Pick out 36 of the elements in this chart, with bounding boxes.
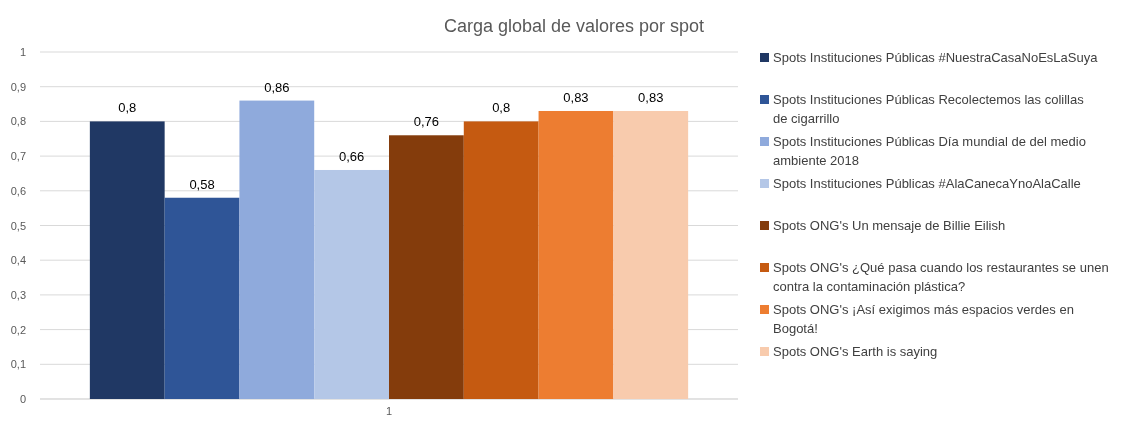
data-label: 0,76 [413,114,440,130]
data-label: 0,66 [338,148,365,164]
y-tick-label: 0,5 [10,219,26,232]
y-tick-label: 0 [19,393,26,405]
y-tick-label: 0,1 [10,358,26,371]
data-label: 0,58 [189,176,215,192]
y-tick-label: 0,7 [10,150,26,163]
legend-label: Spots Instituciones Públicas Recolectemos las colillas de cigarrillo [773,92,1085,126]
legend-label: Spots Instituciones Públicas #AlaCanecaYnoAlaCalle [773,176,1081,191]
y-tick-label: 0,3 [10,288,26,301]
legend-label: Spots ONG's ¡Así exigimos más espacios verdes en Bogotá! [773,302,1074,336]
bar [538,110,614,399]
bar [463,121,539,399]
bar [239,100,315,399]
legend-label: Spots Instituciones Públicas Día mundial de del medio ambiente 2018 [773,134,1086,168]
data-label: 0,83 [638,89,664,105]
y-tick-label: 0,9 [10,80,26,93]
data-label: 0,8 [118,100,137,116]
bar [613,110,689,399]
bar [89,121,165,399]
bar [164,197,240,399]
data-label: 0,8 [492,100,511,116]
y-tick-label: 0,8 [10,115,26,128]
y-tick-label: 0,2 [10,323,26,336]
y-tick-label: 0,4 [10,254,26,267]
data-label: 0,83 [563,89,589,105]
bar [389,135,464,399]
legend-label: Spots ONG's ¿Qué pasa cuando los restaurantes se unen contra la contaminación plástica? [773,260,1109,294]
chart-title: Carga global de valores por spot [443,16,705,36]
legend-label: Spots ONG's Earth is saying [773,344,938,359]
y-tick-label: 0,6 [10,184,26,197]
y-tick-label: 1 [19,46,26,58]
data-label: 0,86 [264,79,290,95]
bar [314,169,389,399]
legend-label: Spots ONG's Un mensaje de Billie Eilish [773,218,1006,233]
legend-label: Spots Instituciones Públicas #NuestraCasaNoEsLaSuya [773,50,1099,65]
